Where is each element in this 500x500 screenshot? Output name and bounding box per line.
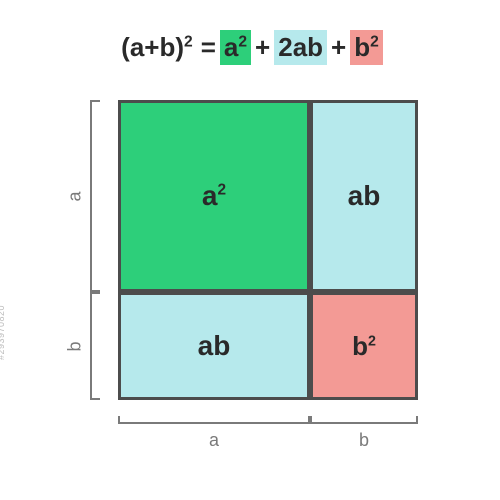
plus: + <box>327 30 350 65</box>
cell-ab-top-right: ab <box>310 100 418 292</box>
formula: (a+b)2=a2+2ab+b2 <box>0 30 500 65</box>
axis-left-b-label: b <box>65 341 86 351</box>
cell-b2: b2 <box>310 292 418 400</box>
axis-bottom-a-bracket <box>118 422 310 424</box>
square-diagram: a2 ab ab b2 <box>118 100 418 400</box>
plus: + <box>251 30 274 65</box>
axis-bottom-a-label: a <box>209 430 219 451</box>
term-2ab: 2ab <box>274 30 327 65</box>
term-b2: b2 <box>350 30 383 65</box>
axis-bottom-b-bracket <box>310 422 418 424</box>
cell-a2: a2 <box>118 100 310 292</box>
cell-ab-bottom-left: ab <box>118 292 310 400</box>
axis-left-b-bracket <box>90 292 92 400</box>
axis-bottom-b-label: b <box>359 430 369 451</box>
figure: (a+b)2=a2+2ab+b2 a b a b a2 ab ab b2 #29… <box>0 0 500 500</box>
lhs: (a+b)2 <box>117 30 197 65</box>
axis-left-a-label: a <box>65 191 86 201</box>
watermark: #293970820 <box>0 305 6 360</box>
equals: = <box>197 30 220 65</box>
term-a2: a2 <box>220 30 251 65</box>
axis-left-a-bracket <box>90 100 92 292</box>
